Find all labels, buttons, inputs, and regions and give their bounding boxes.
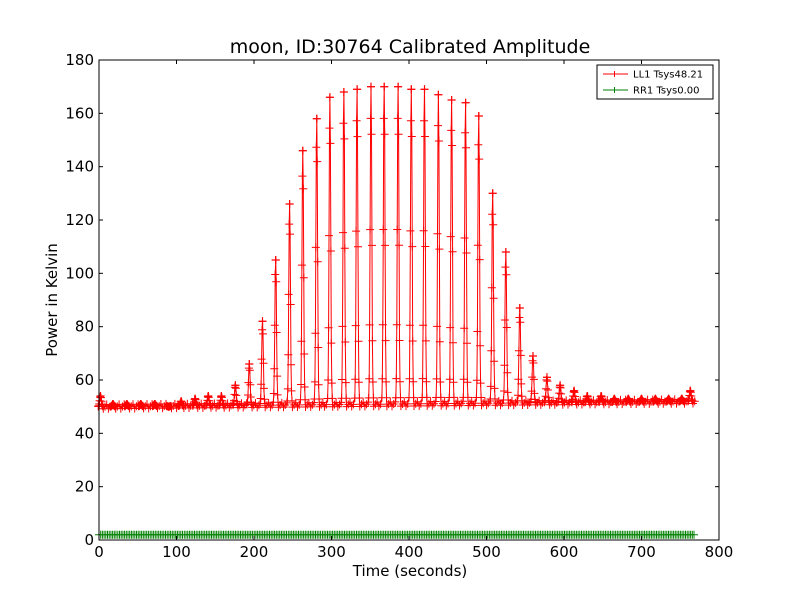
series-ll1-peak bbox=[150, 400, 159, 408]
series-ll1-peak bbox=[651, 394, 660, 403]
y-axis-label: Power in Kelvin bbox=[43, 243, 61, 357]
y-tick-label: 0 bbox=[84, 531, 94, 549]
legend-box bbox=[596, 64, 714, 100]
series-ll1-peak bbox=[258, 317, 267, 326]
series-ll1-peak bbox=[285, 200, 294, 208]
y-tick-label: 60 bbox=[75, 371, 94, 389]
y-tick-label: 40 bbox=[75, 424, 94, 442]
x-tick-label: 600 bbox=[550, 543, 579, 561]
series-ll1-peak bbox=[109, 400, 117, 408]
plot-area bbox=[94, 59, 720, 541]
series-ll1-peak bbox=[96, 392, 105, 400]
series-ll1-markers bbox=[94, 82, 699, 413]
x-tick-label: 400 bbox=[395, 543, 424, 561]
x-tick-label: 700 bbox=[627, 543, 656, 561]
chart-title: moon, ID:30764 Calibrated Amplitude bbox=[230, 36, 591, 58]
y-tick-label: 180 bbox=[65, 51, 94, 69]
y-tick-label: 160 bbox=[65, 104, 94, 122]
legend: LL1 Tsys48.21 RR1 Tsys0.00 bbox=[596, 64, 714, 100]
series-layer bbox=[94, 82, 699, 539]
plot-background bbox=[99, 60, 719, 540]
series-ll1-peak bbox=[271, 256, 280, 264]
series-ll1-peak bbox=[570, 386, 579, 395]
series-ll1-peak bbox=[474, 112, 483, 120]
series-ll1-peak bbox=[501, 248, 510, 256]
series-ll1-peak bbox=[420, 85, 429, 94]
series-ll1-peak bbox=[245, 360, 254, 368]
legend-marker-rr1 bbox=[611, 87, 618, 93]
series-ll1-peak bbox=[529, 352, 537, 360]
series-ll1-peak bbox=[624, 394, 633, 403]
series-ll1-peak bbox=[461, 98, 470, 107]
x-tick-label: 800 bbox=[705, 543, 734, 561]
series-ll1-peak bbox=[136, 400, 145, 408]
legend-entry-ll1: LL1 Tsys48.21 bbox=[603, 70, 703, 81]
series-ll1-peak bbox=[583, 392, 592, 400]
series-ll1-peak bbox=[610, 394, 619, 403]
series-ll1-peak bbox=[407, 85, 416, 94]
y-axis: 0 20 40 60 80 100 120 140 160 180 bbox=[65, 51, 719, 549]
series-ll1-peak bbox=[231, 381, 240, 390]
series-ll1-peak bbox=[312, 114, 321, 123]
series-ll1-peak bbox=[367, 82, 375, 91]
series-ll1-peak bbox=[597, 392, 606, 400]
series-ll1-peak bbox=[677, 394, 686, 403]
series-ll1-peak bbox=[298, 146, 307, 155]
y-tick-label: 120 bbox=[65, 211, 94, 229]
series-ll1-peak bbox=[637, 394, 646, 403]
series-ll1-peak bbox=[380, 82, 389, 91]
legend-label-ll1: LL1 Tsys48.21 bbox=[633, 70, 703, 81]
series-ll1-peak bbox=[164, 402, 173, 411]
series-ll1-peak bbox=[325, 93, 334, 102]
x-tick-label: 0 bbox=[94, 543, 104, 561]
series-ll1-peak bbox=[339, 88, 348, 96]
series-ll1-peak bbox=[122, 400, 131, 408]
series-ll1-peak bbox=[204, 392, 213, 400]
y-tick-label: 20 bbox=[75, 478, 94, 496]
x-tick-label: 300 bbox=[317, 543, 346, 561]
x-tick-label: 200 bbox=[240, 543, 269, 561]
legend-marker-ll1 bbox=[611, 71, 618, 77]
series-ll1-peak bbox=[434, 90, 443, 99]
series-ll1-peak bbox=[488, 189, 497, 198]
series-ll1-peak bbox=[447, 96, 456, 104]
legend-label-rr1: RR1 Tsys0.00 bbox=[633, 86, 700, 97]
x-axis-label: Time (seconds) bbox=[352, 562, 468, 580]
x-tick-label: 100 bbox=[162, 543, 191, 561]
series-ll1-peak bbox=[191, 394, 200, 403]
y-tick-label: 140 bbox=[65, 158, 94, 176]
y-tick-label: 100 bbox=[65, 264, 94, 282]
x-axis: 0 100 200 300 400 500 600 700 800 bbox=[94, 60, 733, 561]
x-tick-label: 500 bbox=[472, 543, 501, 561]
series-ll1-peak bbox=[353, 85, 362, 94]
legend-entry-rr1: RR1 Tsys0.00 bbox=[603, 86, 700, 97]
series-ll1-peak bbox=[177, 397, 186, 406]
series-ll1-peak bbox=[217, 392, 226, 400]
series-ll1-peak bbox=[664, 394, 673, 403]
series-ll1-peak bbox=[543, 373, 551, 382]
series-ll1-peak bbox=[686, 386, 695, 395]
series-ll1-peak bbox=[515, 304, 524, 312]
y-tick-label: 80 bbox=[75, 318, 94, 336]
series-ll1-peak bbox=[556, 381, 565, 390]
series-ll1-peak bbox=[394, 82, 403, 91]
